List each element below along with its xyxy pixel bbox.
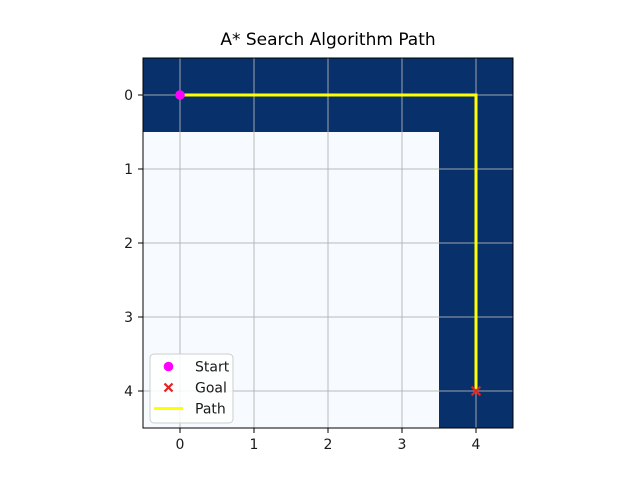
x-tick-label: 0 xyxy=(176,437,185,453)
legend-box xyxy=(149,353,234,424)
legend-entry-label: Goal xyxy=(195,381,227,397)
legend-goal-marker xyxy=(163,382,174,393)
y-tick-label: 4 xyxy=(124,384,133,400)
goal-marker xyxy=(470,385,482,397)
y-tick-label: 2 xyxy=(124,236,133,252)
chart-title: A* Search Algorithm Path xyxy=(220,30,436,50)
start-marker xyxy=(175,90,185,100)
x-tick-label: 1 xyxy=(250,437,259,453)
x-tick-label: 4 xyxy=(472,437,481,453)
y-tick-label: 1 xyxy=(124,162,133,178)
path-line xyxy=(180,93,478,391)
legend-start-marker xyxy=(163,361,174,372)
y-tick-label: 3 xyxy=(124,310,133,326)
legend-entry-label: Path xyxy=(195,402,226,418)
x-tick-label: 3 xyxy=(398,437,407,453)
legend-entry-label: Start xyxy=(195,360,230,376)
y-tick-label: 0 xyxy=(124,88,133,104)
x-tick-label: 2 xyxy=(324,437,333,453)
